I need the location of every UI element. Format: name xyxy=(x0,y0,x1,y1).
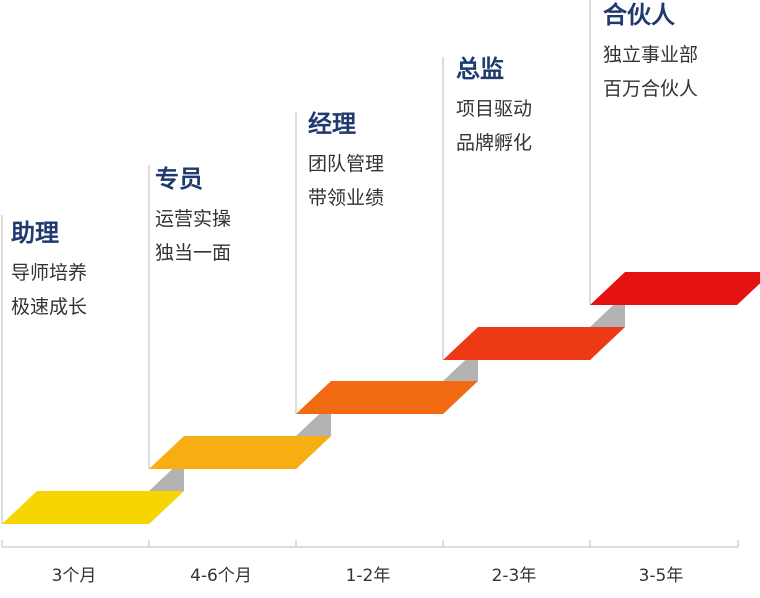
stage-desc-line: 项目驱动 xyxy=(456,98,533,120)
stage-block-assistant: 助理 导师培养 极速成长 xyxy=(11,218,87,324)
step-tread xyxy=(443,327,625,360)
step-tread xyxy=(296,381,478,414)
stage-title-assistant: 助理 xyxy=(11,219,59,247)
duration-label: 3个月 xyxy=(51,566,97,586)
duration-label: 2-3年 xyxy=(491,566,537,586)
stage-block-partner: 合伙人 独立事业部 百万合伙人 xyxy=(603,0,698,106)
step-tread xyxy=(590,272,760,305)
stage-title-specialist: 专员 xyxy=(155,165,203,193)
step-tread xyxy=(2,491,184,524)
stage-title-director: 总监 xyxy=(456,55,504,83)
duration-label: 3-5年 xyxy=(638,566,684,586)
stage-title-manager: 经理 xyxy=(308,110,356,138)
stage-desc-line: 独立事业部 xyxy=(603,44,699,66)
stage-desc-line: 品牌孵化 xyxy=(456,132,533,154)
stage-block-manager: 经理 团队管理 带领业绩 xyxy=(308,109,384,215)
stage-desc-line: 独当一面 xyxy=(155,242,232,264)
step-tread xyxy=(149,436,331,469)
stage-block-specialist: 专员 运营实操 独当一面 xyxy=(155,164,231,270)
duration-label: 4-6个月 xyxy=(190,566,252,586)
stage-desc-line: 运营实操 xyxy=(155,208,232,230)
duration-label: 1-2年 xyxy=(345,566,391,586)
stage-desc-line: 带领业绩 xyxy=(308,187,385,209)
stage-block-director: 总监 项目驱动 品牌孵化 xyxy=(456,54,532,160)
stage-desc-line: 百万合伙人 xyxy=(603,78,699,100)
stage-desc-line: 导师培养 xyxy=(11,262,88,284)
stage-desc-line: 极速成长 xyxy=(11,296,88,318)
stage-title-partner: 合伙人 xyxy=(603,1,675,29)
stage-desc-line: 团队管理 xyxy=(308,153,385,175)
